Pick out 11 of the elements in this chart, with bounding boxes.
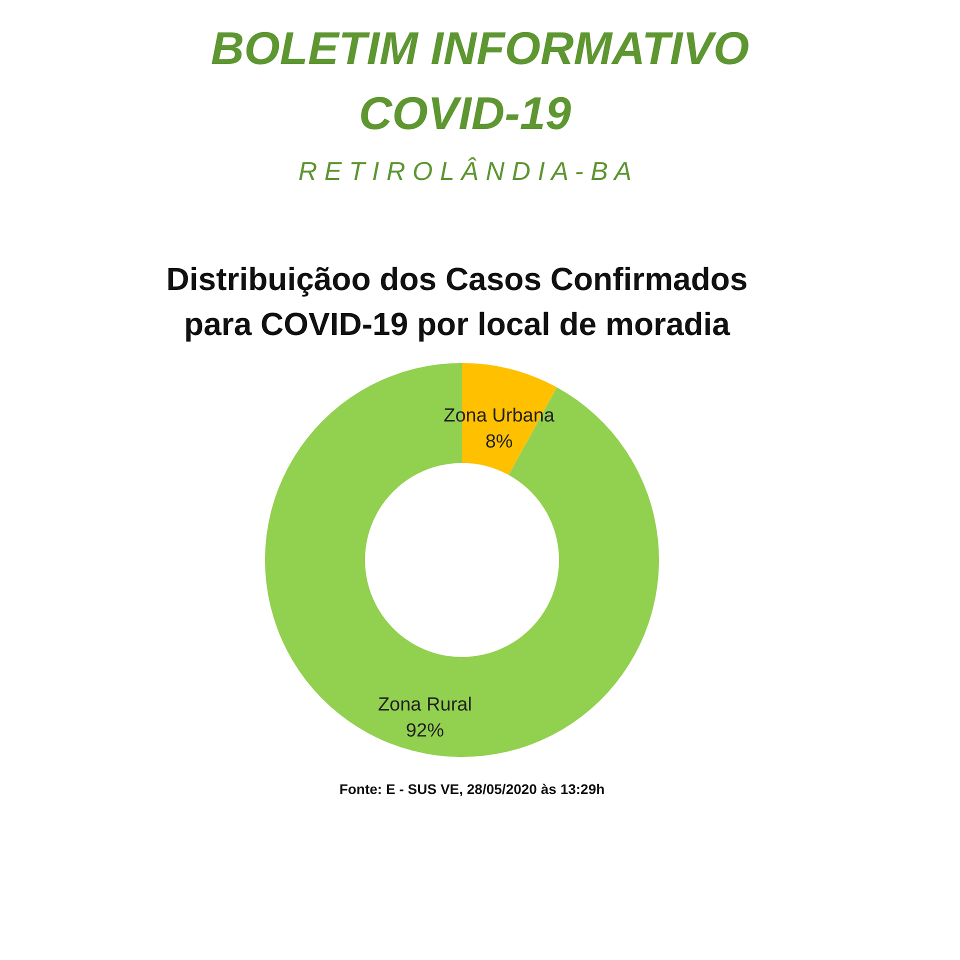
text: para COVID-19 por local de moradia	[184, 306, 730, 342]
data-label: 92%	[406, 720, 444, 742]
text: COVID-19	[358, 87, 572, 139]
donut-slice	[265, 363, 659, 757]
slice-label: Zona Urbana	[444, 406, 555, 427]
source-note: Fonte: E - SUS VE, 28/05/2020 às 13:29h	[339, 781, 605, 797]
text: R E T I R O L Â N D I A - B A	[298, 156, 632, 186]
text: BOLETIM INFORMATIVO	[210, 22, 750, 74]
data-label: 8%	[485, 432, 513, 453]
text: Distribuiçãoo dos Casos Confirmados	[166, 261, 748, 297]
slice-label: Zona Rural	[378, 694, 472, 716]
